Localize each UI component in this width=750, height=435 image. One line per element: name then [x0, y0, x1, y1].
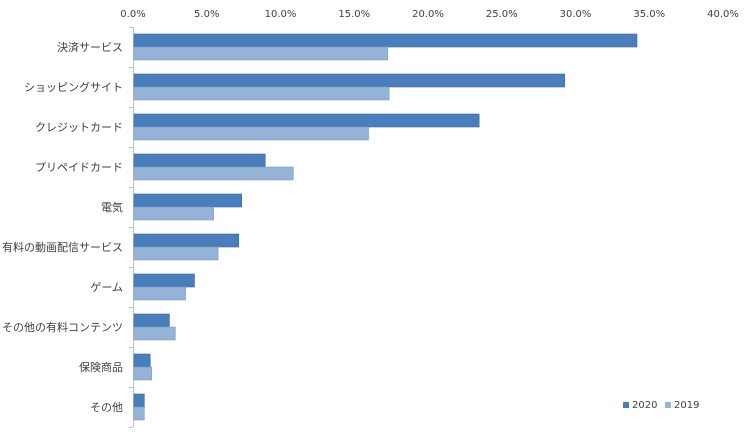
- bar-2020-0: [133, 33, 638, 48]
- bar-2019-3: [133, 166, 294, 181]
- x-tick-label: 0.0%: [120, 9, 145, 20]
- x-tick-label: 20.0%: [412, 9, 444, 20]
- category-label: 有料の動画配信サービス: [2, 240, 123, 254]
- bar-2020-5: [133, 233, 240, 248]
- x-tick-label: 35.0%: [633, 9, 665, 20]
- bar-2020-2: [133, 113, 480, 128]
- category-label: 保険商品: [79, 360, 123, 374]
- bar-2020-8: [133, 353, 151, 368]
- legend: 2020 2019: [623, 400, 699, 411]
- bar-2020-9: [133, 393, 145, 408]
- bar-2019-2: [133, 126, 369, 141]
- bar-2020-1: [133, 73, 566, 88]
- legend-label: 2019: [674, 400, 699, 411]
- category-label: ゲーム: [90, 281, 123, 294]
- bar-2020-4: [133, 193, 242, 208]
- bar-2019-9: [133, 406, 145, 421]
- bar-2019-0: [133, 46, 388, 61]
- category-label: プリペイドカード: [35, 161, 123, 174]
- bar-2019-7: [133, 326, 176, 341]
- bar-2019-8: [133, 366, 153, 381]
- bar-series: [133, 33, 638, 421]
- bar-2019-5: [133, 246, 219, 261]
- category-label: 決済サービス: [57, 40, 123, 54]
- bar-2020-6: [133, 273, 195, 288]
- x-tick-label: 25.0%: [486, 9, 518, 20]
- x-tick-label: 5.0%: [194, 9, 219, 20]
- bar-2019-6: [133, 286, 186, 301]
- legend-swatch-2019: [665, 402, 671, 408]
- x-tick-label: 40.0%: [707, 9, 739, 20]
- category-label: 電気: [101, 200, 123, 214]
- category-label: その他: [90, 401, 123, 414]
- x-tick-label: 30.0%: [560, 9, 592, 20]
- x-axis-ticks: 0.0% 5.0% 10.0% 15.0% 20.0% 25.0% 30.0% 35.0% 40…: [120, 9, 739, 20]
- x-tick-label: 15.0%: [338, 9, 370, 20]
- legend-label: 2020: [632, 400, 657, 411]
- category-label: クレジットカード: [35, 121, 123, 134]
- legend-swatch-2020: [623, 402, 629, 408]
- bar-2019-4: [133, 206, 214, 221]
- category-axis: 決済サービスショッピングサイトクレジットカードプリペイドカード電気有料の動画配信…: [2, 27, 134, 428]
- bar-2020-7: [133, 313, 170, 328]
- x-tick-label: 10.0%: [265, 9, 297, 20]
- bar-2020-3: [133, 153, 266, 168]
- bar-2019-1: [133, 86, 390, 101]
- category-label: その他の有料コンテンツ: [2, 320, 123, 334]
- category-label: ショッピングサイト: [24, 80, 123, 94]
